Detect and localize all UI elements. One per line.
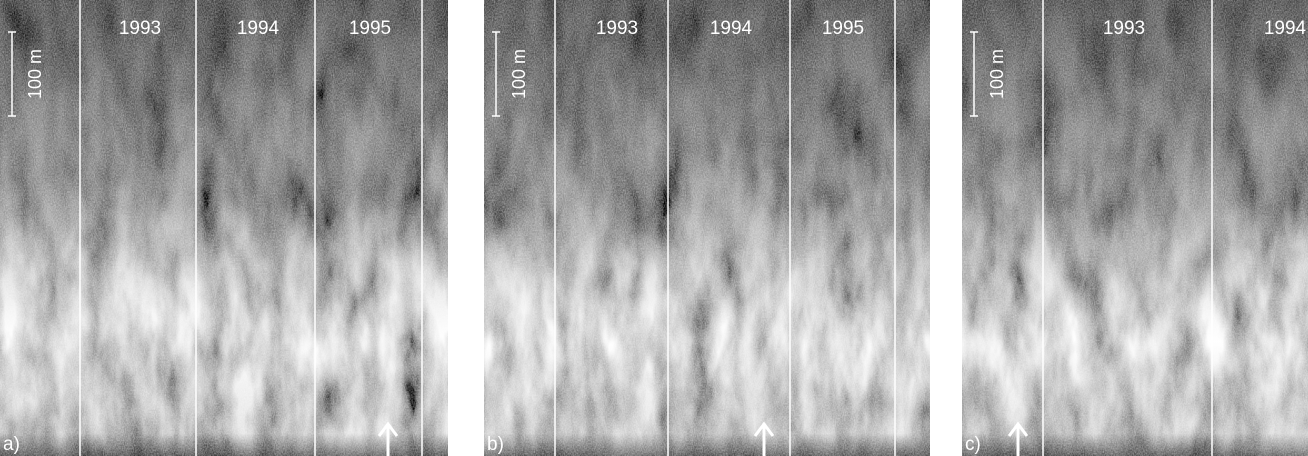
year-label: 1993	[119, 18, 161, 39]
year-label: 1994	[710, 18, 753, 39]
year-label: 1993	[596, 18, 638, 39]
year-label: 1994	[1264, 18, 1307, 39]
year-label: 1995	[822, 18, 864, 39]
grain	[962, 0, 1308, 456]
scale-label: 100 m	[509, 49, 529, 99]
panel: 1993 1994 100 m c)	[962, 0, 1308, 456]
arrow	[377, 421, 399, 456]
panel-label: c)	[965, 434, 981, 455]
year-label: 1993	[1103, 18, 1145, 39]
panel-label: a)	[3, 434, 20, 455]
year-label: 1994	[237, 18, 280, 39]
scale-label: 100 m	[25, 49, 45, 99]
year-label: 1995	[349, 18, 391, 39]
arrow	[1007, 421, 1029, 456]
scale-label: 100 m	[987, 49, 1007, 99]
arrow	[753, 421, 775, 456]
panel: 1993 1994 1995 100 m a)	[0, 0, 448, 456]
grain	[484, 0, 930, 456]
panel-label: b)	[487, 434, 504, 455]
panel: 1993 1994 1995 100 m b)	[484, 0, 930, 456]
grain	[0, 0, 448, 456]
